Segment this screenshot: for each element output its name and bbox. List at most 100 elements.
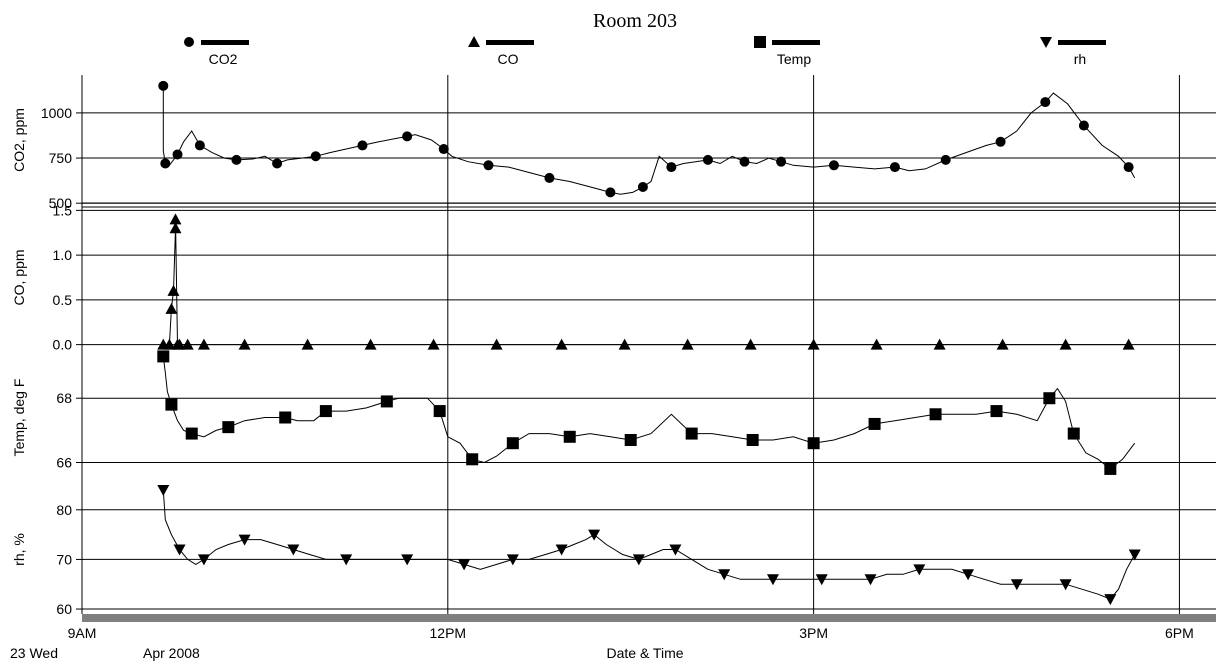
co2-data-point [828,160,839,171]
rh-data-point [864,574,877,586]
co-data-point [618,338,631,350]
rh-data-point [766,574,779,586]
temp-data-point [222,421,235,434]
co-legend-line [486,40,534,45]
co-data-point [1122,338,1135,350]
co2-data-point [438,144,449,155]
temp-y-tick-label: 66 [56,455,72,471]
co-data-point [169,222,182,234]
grid-lines [82,75,1216,614]
x-axis-label: Date & Time [606,645,683,661]
co-series-line [163,219,1129,346]
co2-data-point [357,140,368,151]
rh-y-tick-label: 70 [56,551,72,567]
temp-data-point [624,434,637,446]
rh-legend-label: rh [1074,51,1086,67]
rh-y-tick-label: 60 [56,601,72,617]
co2-data-point [310,151,321,162]
co-y-tick-label: 0.0 [53,337,73,353]
temp-y-tick-label: 68 [56,390,72,406]
plot-area [157,80,1141,606]
temp-data-point [746,434,759,446]
co2-data-point [776,156,787,167]
co-data-point [807,338,820,350]
date-month-label: Apr 2008 [143,645,200,661]
temp-data-point [807,437,820,450]
co2-data-point [1123,162,1134,173]
rh-legend-marker [1040,37,1052,48]
co2-legend-label: CO2 [209,51,238,67]
co2-y-tick-label: 1000 [41,105,72,121]
co-data-point [301,338,314,350]
co2-legend-marker [184,37,194,47]
rh-data-point [1059,579,1072,591]
co-data-point [490,338,503,350]
chart-legend: CO2 CO Temp rh [184,36,1106,67]
co-data-point [870,338,883,350]
co2-data-point [172,149,183,160]
co-data-point [163,338,176,350]
temp-data-point [165,398,178,411]
co2-data-point [666,162,677,173]
co-data-point [167,284,180,296]
co2-data-point [1040,97,1051,108]
co2-data-point [702,154,713,165]
co-data-point [165,302,178,314]
rh-data-point [962,569,975,581]
temp-y-axis-label: Temp, deg F [11,379,27,457]
co2-y-axis-label: CO2, ppm [11,108,27,172]
temp-legend-label: Temp [777,51,811,67]
rh-data-point [197,554,210,566]
rh-data-point [287,544,300,556]
rh-data-point [340,554,353,566]
temp-data-point [433,405,446,418]
rh-data-point [913,564,926,576]
chart-title: Room 203 [593,10,677,32]
co-y-tick-label: 1.0 [53,247,73,263]
co2-data-point [272,158,283,169]
rh-y-tick-label: 80 [56,502,72,518]
date-day-label: 23 Wed [10,645,58,661]
co-data-point [197,338,210,350]
co2-data-point [402,131,413,142]
co2-data-point [231,154,242,165]
temp-series-line [162,356,1136,470]
rh-data-point [1104,594,1117,606]
co-y-tick-label: 0.5 [53,292,73,308]
temp-data-point [990,405,1003,418]
co2-legend-line [201,40,249,45]
temp-data-point [185,427,198,440]
temp-data-point [466,453,479,466]
rh-data-point [555,544,568,556]
temp-data-point [1043,392,1056,405]
temp-data-point [929,408,942,421]
co-data-point [427,338,440,350]
x-tick-label: 3PM [799,625,828,641]
co2-data-point [940,154,951,165]
rh-data-point [1010,579,1023,591]
temp-data-point [685,427,698,440]
co2-y-tick-label: 500 [49,195,73,211]
co-data-point [364,338,377,350]
rh-data-point [458,559,471,571]
co2-y-tick-label: 750 [49,150,73,166]
time-axis-bar [82,614,1216,622]
co-legend-marker [468,36,480,47]
temp-data-point [380,395,393,408]
co-data-point [681,338,694,350]
co2-data-point [637,181,648,192]
rh-data-point [506,554,519,566]
co2-data-point [160,158,171,169]
temp-data-point [157,350,170,363]
co-data-point [181,338,194,350]
co-data-point [173,338,186,350]
temp-legend-line [772,40,820,45]
co2-data-point [1078,120,1089,131]
rh-data-point [588,529,601,541]
temp-data-point [563,430,576,443]
co2-data-point [889,162,900,173]
co2-data-point [995,136,1006,147]
co2-data-point [158,80,169,91]
co-data-point [744,338,757,350]
